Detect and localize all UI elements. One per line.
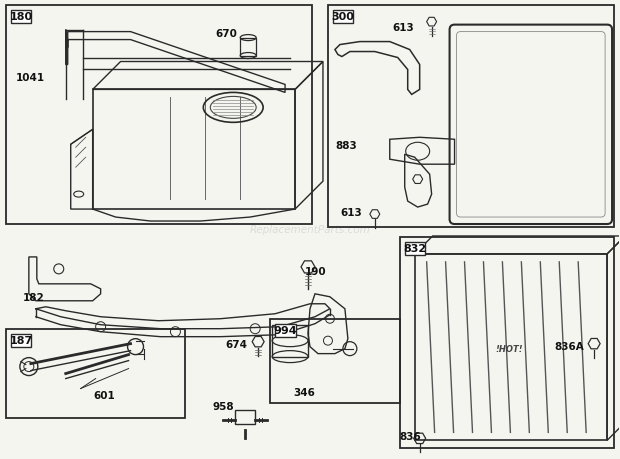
Text: 187: 187: [9, 336, 33, 346]
Bar: [11, 334, 32, 347]
Text: 836: 836: [400, 431, 422, 442]
Bar: [328, 6, 614, 228]
Text: ReplacementParts.com: ReplacementParts.com: [250, 224, 370, 235]
Bar: [415, 254, 607, 440]
Text: 182: 182: [23, 292, 45, 302]
Bar: [6, 6, 312, 224]
Text: 994: 994: [273, 325, 297, 336]
Text: 883: 883: [335, 141, 356, 151]
Text: 190: 190: [305, 266, 327, 276]
Text: 1041: 1041: [16, 73, 45, 83]
Bar: [6, 329, 185, 419]
Text: 836A: 836A: [554, 341, 584, 351]
Bar: [92, 90, 295, 210]
Bar: [270, 319, 400, 403]
Bar: [275, 324, 296, 337]
Bar: [11, 11, 32, 23]
Text: 180: 180: [9, 12, 33, 22]
Bar: [405, 242, 425, 255]
Text: 601: 601: [94, 391, 115, 401]
Text: 832: 832: [404, 244, 427, 254]
Bar: [272, 325, 308, 357]
Text: 613: 613: [340, 207, 361, 218]
Text: 346: 346: [293, 386, 315, 397]
Text: !HOT!: !HOT!: [495, 344, 523, 353]
Text: 670: 670: [215, 28, 237, 39]
Bar: [235, 410, 255, 425]
Text: 674: 674: [225, 339, 247, 349]
Bar: [240, 39, 256, 56]
Text: 958: 958: [212, 402, 234, 412]
Text: 300: 300: [332, 12, 355, 22]
Text: 613: 613: [392, 22, 415, 33]
Bar: [333, 11, 353, 23]
Bar: [400, 237, 614, 448]
